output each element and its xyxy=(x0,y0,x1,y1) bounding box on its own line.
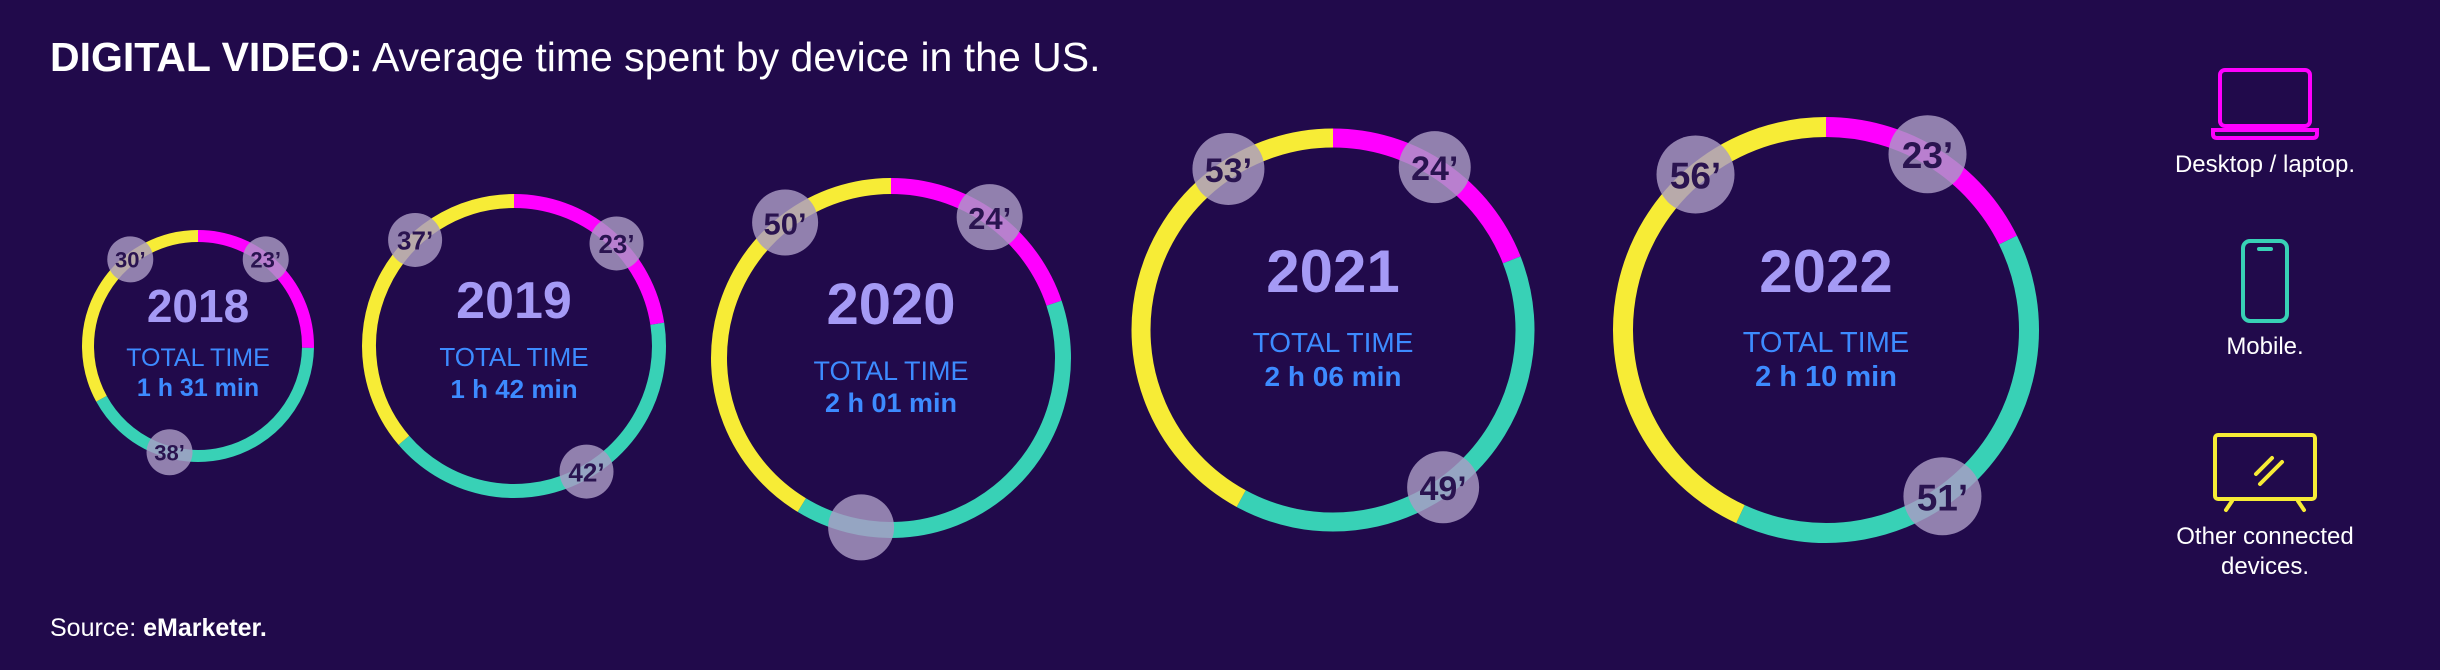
total-time-label-2020: TOTAL TIME xyxy=(813,356,968,386)
tv-icon xyxy=(2213,433,2317,512)
badge-mobile-2020 xyxy=(828,494,895,561)
badge-label-other-2022: 56’ xyxy=(1670,156,1721,197)
year-label-2018: 2018 xyxy=(147,280,249,332)
badge-label-desktop-2020: 24’ xyxy=(968,201,1011,236)
chart-title-bold: DIGITAL VIDEO: xyxy=(50,34,363,80)
total-time-value-2020: 2 h 01 min xyxy=(825,388,957,418)
segment-other-2019 xyxy=(362,194,515,445)
badge-label-other-2018: 30’ xyxy=(115,248,146,273)
badge-desktop-2020 xyxy=(956,184,1023,251)
laptop-icon xyxy=(2211,68,2319,140)
badge-label-desktop-2022: 23’ xyxy=(1902,135,1953,176)
badge-other-2019 xyxy=(388,212,443,267)
badge-other-2022 xyxy=(1656,135,1735,214)
mobile-phone-icon xyxy=(2241,239,2289,323)
badge-desktop-2021 xyxy=(1398,131,1471,204)
legend-label-other: Other connected devices. xyxy=(2176,523,2354,580)
badge-label-mobile-2018: 38’ xyxy=(154,441,185,466)
total-time-value-2021: 2 h 06 min xyxy=(1265,361,1402,392)
badge-mobile-2018 xyxy=(146,429,193,476)
badge-other-2018 xyxy=(107,236,154,283)
badge-mobile-2021 xyxy=(1407,451,1480,524)
badge-label-other-2021: 53’ xyxy=(1205,152,1252,190)
badge-label-desktop-2021: 24’ xyxy=(1411,150,1458,188)
badge-label-mobile-2022: 51’ xyxy=(1917,477,1968,518)
badge-label-desktop-2018: 23’ xyxy=(250,248,281,273)
badge-desktop-2018 xyxy=(242,236,289,283)
segment-other-2022 xyxy=(1613,117,1827,524)
source-name: eMarketer. xyxy=(143,614,267,642)
legend-item-mobile: Mobile. xyxy=(2145,238,2385,362)
badge-mobile-2019 xyxy=(559,444,614,499)
badge-label-mobile-2021: 49’ xyxy=(1419,470,1466,508)
total-time-value-2019: 1 h 42 min xyxy=(450,374,577,404)
chart-title-rest: Average time spent by device in the US. xyxy=(362,34,1101,80)
badge-label-mobile-2019: 42’ xyxy=(568,457,604,487)
total-time-label-2019: TOTAL TIME xyxy=(439,342,588,372)
badge-mobile-2022 xyxy=(1903,457,1982,536)
badge-label-other-2020: 50’ xyxy=(764,206,807,241)
year-label-2020: 2020 xyxy=(826,272,955,337)
total-time-label-2021: TOTAL TIME xyxy=(1253,327,1414,358)
chart-title: DIGITAL VIDEO: Average time spent by dev… xyxy=(50,34,1101,81)
year-label-2019: 2019 xyxy=(456,272,572,330)
badge-other-2020 xyxy=(752,189,819,256)
badge-label-desktop-2019: 23’ xyxy=(598,229,634,259)
legend-label-desktop: Desktop / laptop. xyxy=(2174,151,2356,178)
segment-other-2020 xyxy=(711,178,892,512)
badge-other-2021 xyxy=(1192,132,1265,205)
badge-desktop-2019 xyxy=(589,216,644,271)
legend-label-mobile: Mobile. xyxy=(2226,333,2304,360)
badge-label-other-2019: 37’ xyxy=(397,226,433,256)
legend-item-other: Other connected devices. xyxy=(2145,432,2385,582)
segment-other-2018 xyxy=(82,230,199,402)
total-time-label-2022: TOTAL TIME xyxy=(1743,327,1910,359)
source-note: Source: eMarketer. xyxy=(50,614,267,643)
year-label-2021: 2021 xyxy=(1266,238,1399,305)
legend-item-desktop: Desktop / laptop. xyxy=(2145,66,2385,180)
total-time-value-2022: 2 h 10 min xyxy=(1755,361,1897,393)
total-time-label-2018: TOTAL TIME xyxy=(126,344,270,372)
badge-desktop-2022 xyxy=(1888,115,1967,194)
source-label: Source: xyxy=(50,614,144,642)
year-label-2022: 2022 xyxy=(1759,238,1892,305)
segment-mobile-2018 xyxy=(96,347,314,462)
total-time-value-2018: 1 h 31 min xyxy=(137,374,259,402)
